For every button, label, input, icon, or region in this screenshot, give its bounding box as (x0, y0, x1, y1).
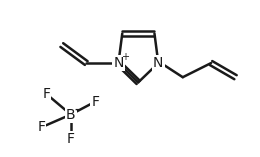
Text: +: + (121, 52, 129, 62)
Text: -: - (74, 104, 79, 114)
Text: F: F (42, 87, 50, 101)
Text: N: N (153, 56, 164, 70)
Text: F: F (91, 95, 99, 109)
Text: F: F (37, 120, 45, 134)
Text: N: N (113, 56, 124, 70)
Text: B: B (66, 108, 76, 122)
Text: F: F (67, 132, 75, 146)
